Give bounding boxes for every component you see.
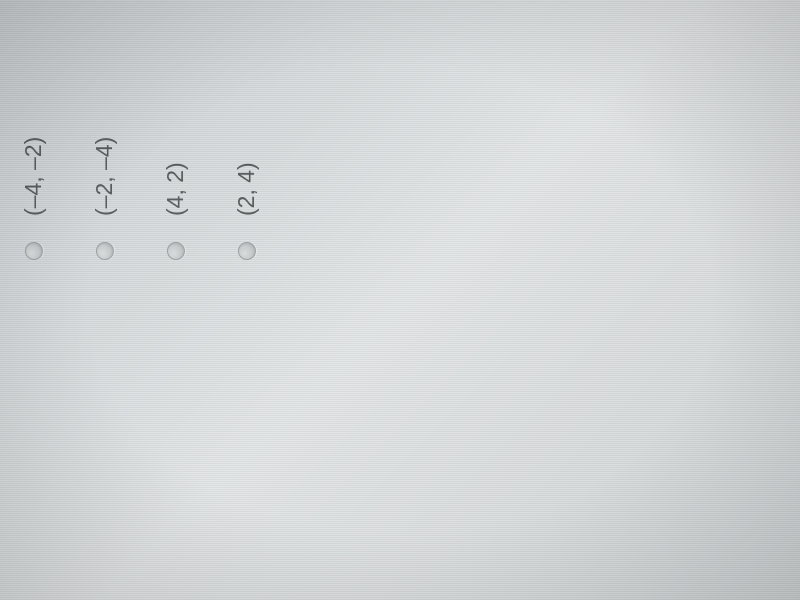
radio-icon[interactable] bbox=[96, 242, 114, 260]
radio-icon[interactable] bbox=[238, 242, 256, 260]
radio-icon[interactable] bbox=[167, 242, 185, 260]
option-2[interactable]: (–2, –4) bbox=[91, 0, 118, 260]
rotated-content: { –0.1x – 0.8y = 2 0.6x – 0.5y = –1.4 (–… bbox=[0, 0, 260, 300]
option-4-label: (2, 4) bbox=[233, 162, 260, 216]
option-1-label: (–4, –2) bbox=[20, 137, 47, 216]
option-3-label: (4, 2) bbox=[162, 162, 189, 216]
answer-options: (–4, –2) (–2, –4) (4, 2) (2, 4) bbox=[20, 0, 260, 300]
option-1[interactable]: (–4, –2) bbox=[20, 0, 47, 260]
option-4[interactable]: (2, 4) bbox=[233, 0, 260, 260]
option-3[interactable]: (4, 2) bbox=[162, 0, 189, 260]
radio-icon[interactable] bbox=[25, 242, 43, 260]
option-2-label: (–2, –4) bbox=[91, 137, 118, 216]
